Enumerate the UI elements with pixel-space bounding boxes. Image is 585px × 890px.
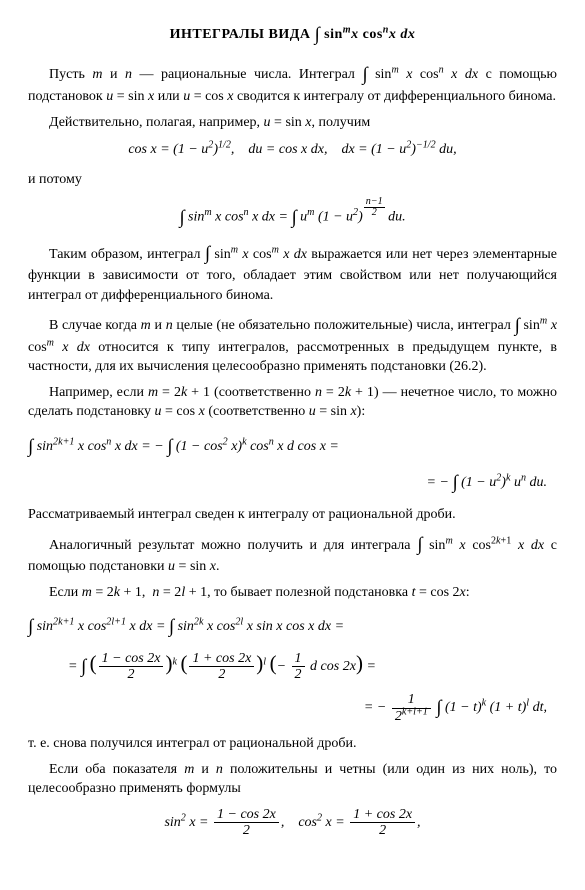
t: или [158,89,183,104]
para-5: В случае когда m и n целые (не обязатель… [28,311,557,377]
para-8: Аналогичный результат можно получить и д… [28,531,557,577]
t: т. е. снова получился интеграл от рацион… [28,736,357,751]
display-eq-4b: = ∫ (1 − cos 2x2)k (1 + cos 2x2)l (− 12 … [28,649,557,683]
t: относится к типу интегралов, рассмотренн… [28,340,557,375]
t: Таким образом, интеграл [49,247,205,262]
t: Действительно, полагая, например, [49,115,264,130]
display-eq-3: ∫ sin2k+1 x cosn x dx = − ∫ (1 − cos2 x)… [28,432,557,458]
t: Если оба показателя [49,762,184,777]
para-6: Например, если m = 2k + 1 (соответственн… [28,383,557,422]
t: Аналогичный результат можно получить и д… [49,538,417,553]
para-4: Таким образом, интеграл ∫ sinm x cosm x … [28,240,557,306]
title-formula: ∫ sinmx cosnx dx [314,27,415,42]
t: (соответственно [214,385,315,400]
t: и [110,67,125,82]
inline-math: ∫ sinm x cos2k+1 x dx [417,538,544,553]
t: (соответственно [208,404,308,419]
t: — рациональные числа. Интеграл [139,67,362,82]
t: и [201,762,216,777]
para-1: Пусть m и n — рациональные числа. Интегр… [28,60,557,106]
t: Пусть [49,67,92,82]
t: Например, если [49,385,148,400]
t: В случае когда [49,318,141,333]
t: и потому [28,172,82,187]
display-eq-3b: = − ∫ (1 − u2)k un du. [28,468,557,494]
inline-math: ∫ sinm x cosm x dx [205,247,307,262]
display-eq-4a: ∫ sin2k+1 x cos2l+1 x dx = ∫ sin2k x cos… [28,612,557,638]
section-title: ИНТЕГРАЛЫ ВИДА ∫ sinmx cosnx dx [28,20,557,46]
t: сводится к интегралу от дифференциальног… [237,89,556,104]
display-eq-5: sin2 x = 1 − cos 2x2, cos2 x = 1 + cos 2… [28,807,557,839]
para-7: Рассматриваемый интеграл сведен к интегр… [28,505,557,525]
t: ): [357,404,366,419]
display-eq-1: cos x = (1 − u2)1/2, du = cos x dx, dx =… [28,140,557,160]
t: целые (не обязательно положительные) чис… [176,318,514,333]
para-3: и потому [28,170,557,190]
t: Рассматриваемый интеграл сведен к интегр… [28,507,456,522]
para-9: Если m = 2k + 1, n = 2l + 1, то бывает п… [28,583,557,603]
para-2: Действительно, полагая, например, u = si… [28,113,557,133]
t: и [154,318,165,333]
inline-math: ∫ sinm x cosn x dx [362,67,478,82]
title-text: ИНТЕГРАЛЫ ВИДА [170,27,315,42]
para-10: т. е. снова получился интеграл от рацион… [28,734,557,754]
para-11: Если оба показателя m и n положительны и… [28,760,557,799]
t: , то бывает полезной подстановка [207,585,411,600]
display-eq-2: ∫ sinm x cosn x dx = ∫ um (1 − u2)n−12 d… [28,197,557,229]
t: Если [49,585,82,600]
display-eq-4c: = − 12k+l+1 ∫ (1 − t)k (1 + t)l dt, [28,692,557,724]
t: , получим [312,115,371,130]
